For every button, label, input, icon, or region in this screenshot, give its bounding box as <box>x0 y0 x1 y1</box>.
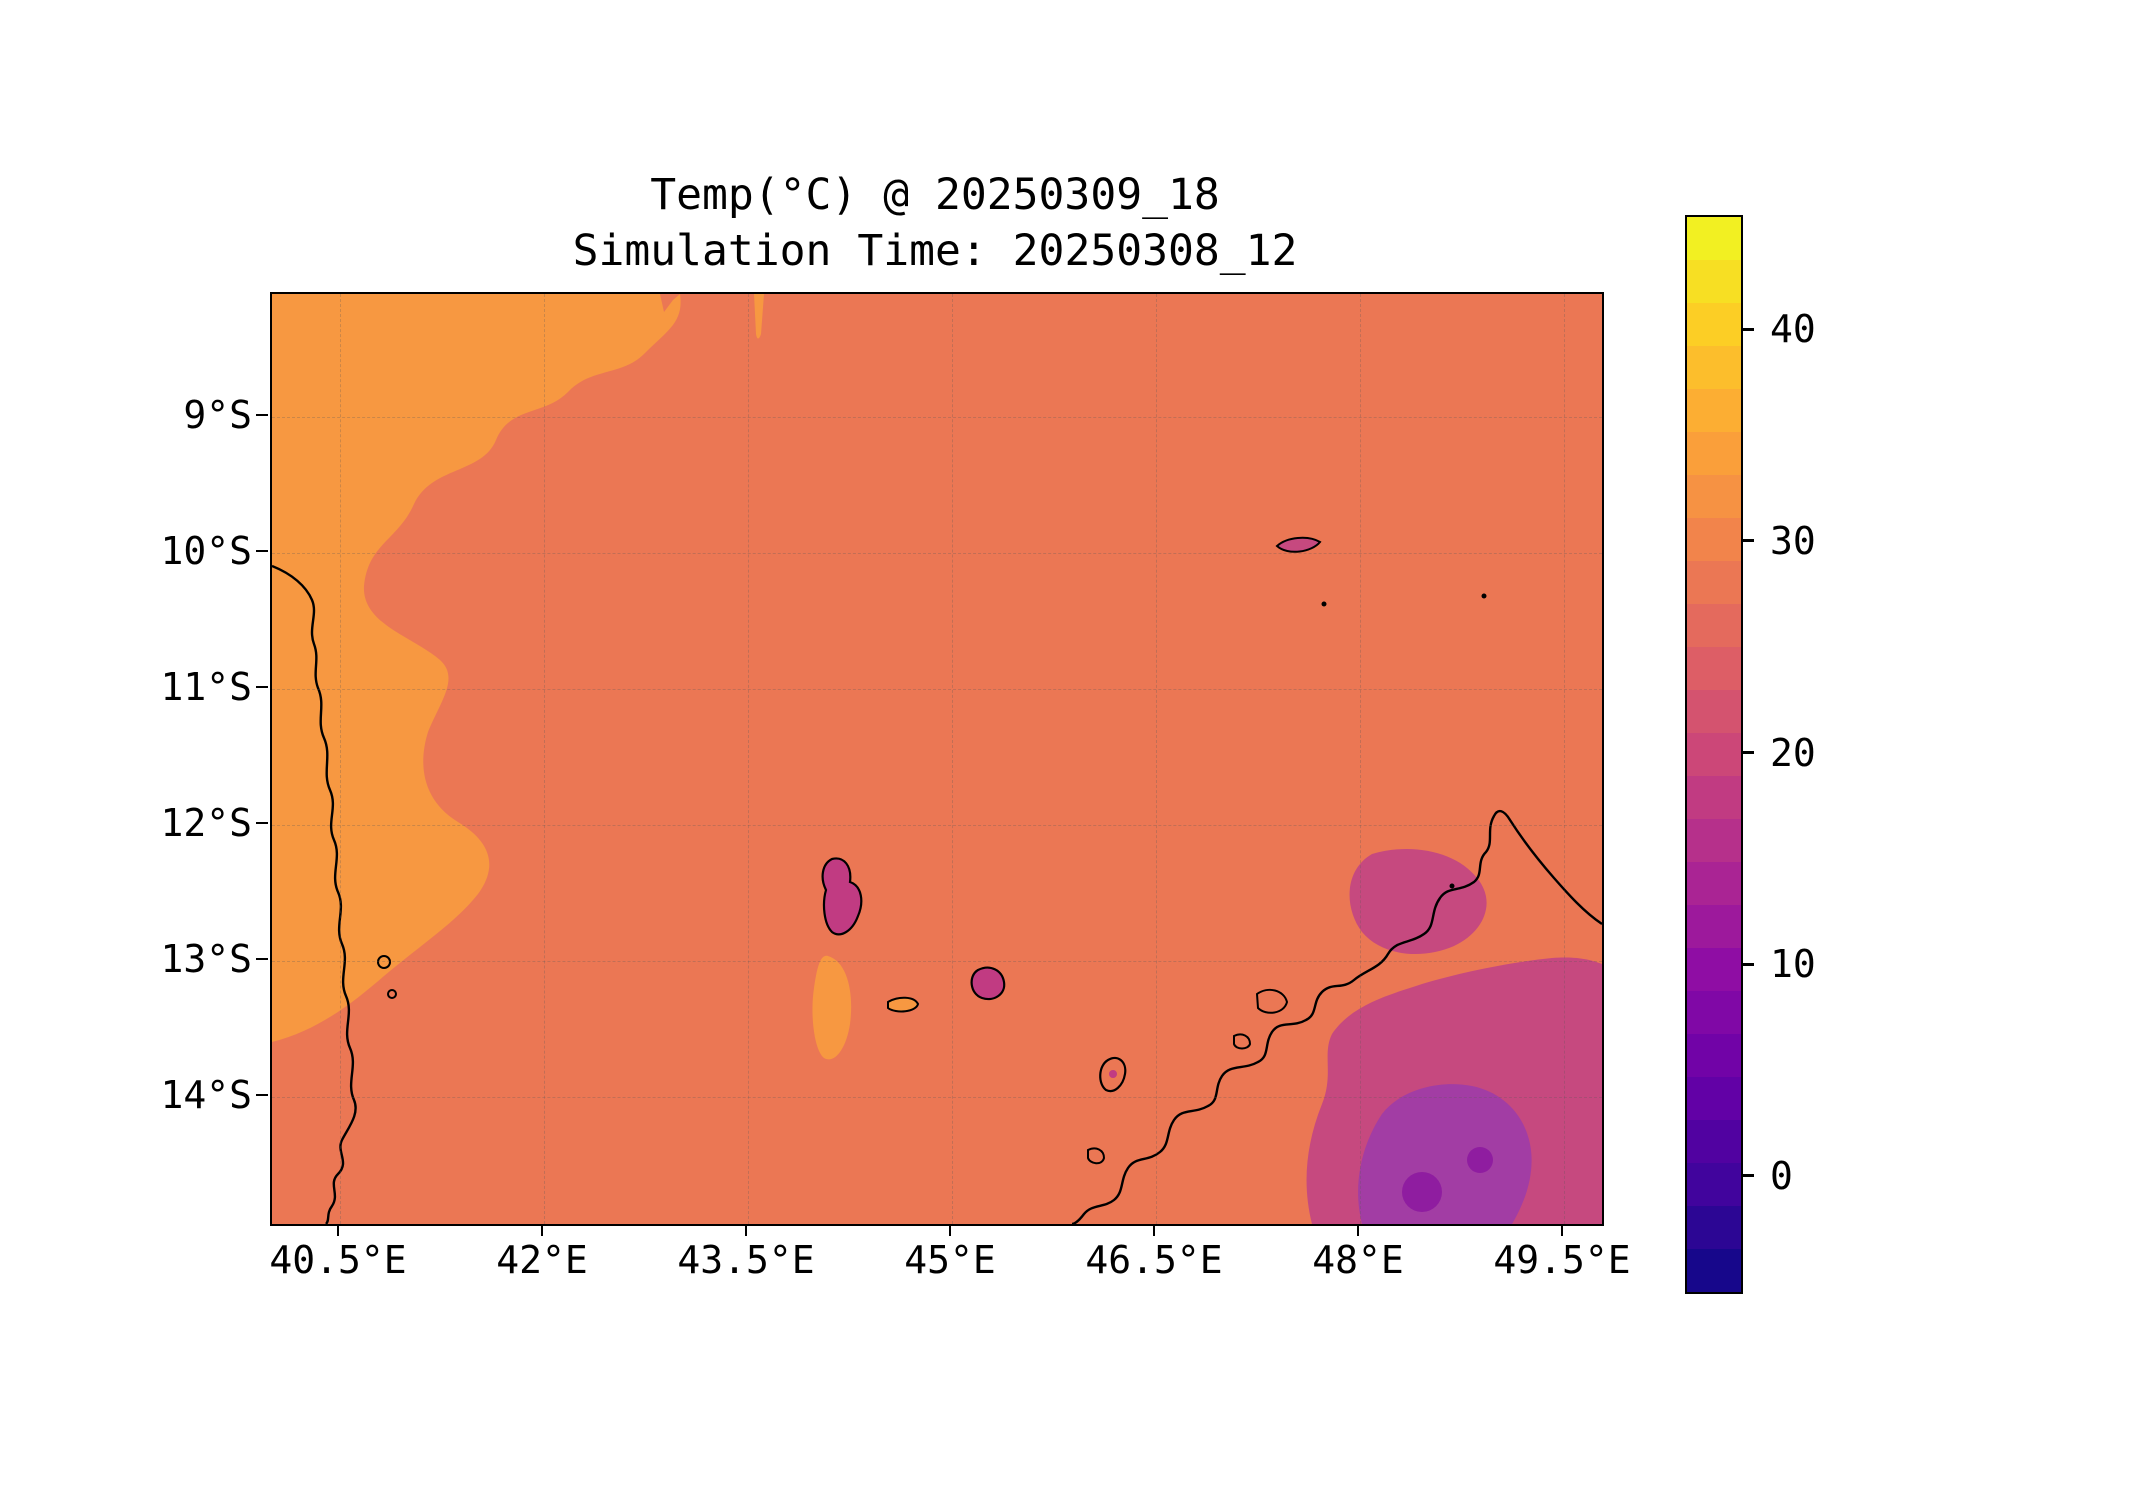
warm-region-northwest <box>272 294 681 1042</box>
colorbar-band <box>1687 346 1741 389</box>
y-tick-mark <box>256 822 268 824</box>
colorbar-band <box>1687 518 1741 561</box>
colorbar-tick-label: 40 <box>1770 307 1816 352</box>
cold-region-highlands <box>1358 1084 1532 1224</box>
x-tick-label: 45°E <box>904 1238 996 1282</box>
madagascar-coastline <box>1071 809 1602 1224</box>
tiny-islet-2 <box>1481 593 1487 599</box>
colorbar-band <box>1687 1163 1741 1206</box>
y-tick-mark <box>256 414 268 416</box>
colorbar-band <box>1687 432 1741 475</box>
island-atoll-north <box>1275 536 1322 553</box>
island-mayotte-core <box>1109 1070 1117 1078</box>
y-tick-label: 12°S <box>160 801 252 845</box>
colorbar-band <box>1687 389 1741 432</box>
cool-region-madagascar-north <box>1349 848 1487 955</box>
x-tick-mark <box>1153 1224 1155 1236</box>
colorbar-band <box>1687 733 1741 776</box>
colorbar-band <box>1687 604 1741 647</box>
y-tick-label: 9°S <box>183 393 252 437</box>
colorbar-tick-mark <box>1741 1174 1754 1178</box>
y-tick-label: 11°S <box>160 665 252 709</box>
colorbar-band <box>1687 690 1741 733</box>
colorbar-tick-label: 0 <box>1770 1153 1793 1198</box>
y-tick-mark <box>256 686 268 688</box>
x-tick-mark <box>337 1224 339 1236</box>
colorbar-band <box>1687 1120 1741 1163</box>
colorbar-band <box>1687 1206 1741 1249</box>
madagascar-islet-nosybe <box>1255 988 1289 1014</box>
colorbar-tick-mark <box>1741 539 1754 543</box>
island-anjouan <box>970 966 1006 1001</box>
colorbar-tick-mark <box>1741 327 1754 331</box>
colorbar-band <box>1687 862 1741 905</box>
africa-islet-2 <box>387 989 397 999</box>
x-tick-mark <box>1357 1224 1359 1236</box>
x-tick-label: 42°E <box>496 1238 588 1282</box>
colorbar-band <box>1687 1034 1741 1077</box>
x-tick-label: 43.5°E <box>677 1238 815 1282</box>
colorbar-gradient <box>1685 215 1743 1294</box>
warm-streak-comoros <box>812 955 852 1060</box>
colorbar-band <box>1687 948 1741 991</box>
colorbar-tick-mark <box>1741 751 1754 754</box>
x-tick-mark <box>949 1224 951 1236</box>
y-tick-mark <box>256 1094 268 1096</box>
colorbar-band <box>1687 776 1741 819</box>
y-tick-mark <box>256 958 268 960</box>
colorbar-band <box>1687 991 1741 1034</box>
colorbar-band <box>1687 819 1741 862</box>
warm-sliver <box>754 294 764 339</box>
island-moheli <box>887 996 920 1013</box>
x-tick-mark <box>541 1224 543 1236</box>
colorbar-band <box>1687 647 1741 690</box>
colorbar-band <box>1687 1249 1741 1292</box>
colorbar-band <box>1687 475 1741 518</box>
chart-subtitle: Simulation Time: 20250308_12 <box>572 226 1298 276</box>
colorbar-tick-label: 20 <box>1770 730 1816 775</box>
x-tick-label: 40.5°E <box>269 1238 407 1282</box>
x-tick-label: 46.5°E <box>1085 1238 1223 1282</box>
madagascar-islet-2 <box>1233 1033 1252 1050</box>
island-grande-comore <box>821 857 863 936</box>
colorbar-band <box>1687 303 1741 346</box>
colorbar-band <box>1687 217 1741 260</box>
y-tick-label: 10°S <box>160 529 252 573</box>
map-plot-area <box>270 292 1604 1226</box>
chart-title: Temp(°C) @ 20250309_18 <box>650 170 1220 220</box>
colorbar-band <box>1687 260 1741 303</box>
africa-islet-1 <box>377 955 391 969</box>
y-tick-label: 13°S <box>160 937 252 981</box>
temperature-map <box>272 294 1602 1224</box>
africa-coastline <box>272 564 357 1224</box>
x-tick-label: 48°E <box>1312 1238 1404 1282</box>
y-tick-mark <box>256 550 268 552</box>
x-tick-mark <box>1561 1224 1563 1236</box>
tiny-islet-3 <box>1449 883 1455 889</box>
cold-spot-1 <box>1402 1172 1442 1212</box>
x-tick-mark <box>745 1224 747 1236</box>
colorbar-tick-label: 10 <box>1770 942 1816 987</box>
madagascar-islet-3 <box>1087 1147 1106 1165</box>
y-tick-label: 14°S <box>160 1073 252 1117</box>
colorbar-band <box>1687 1077 1741 1120</box>
tiny-islet-1 <box>1321 601 1327 607</box>
colorbar-band <box>1687 561 1741 604</box>
colorbar-tick-mark <box>1741 962 1754 966</box>
x-tick-label: 49.5°E <box>1493 1238 1631 1282</box>
colorbar-tick-label: 30 <box>1770 518 1816 563</box>
cold-spot-2 <box>1467 1147 1493 1173</box>
colorbar-band <box>1687 905 1741 948</box>
